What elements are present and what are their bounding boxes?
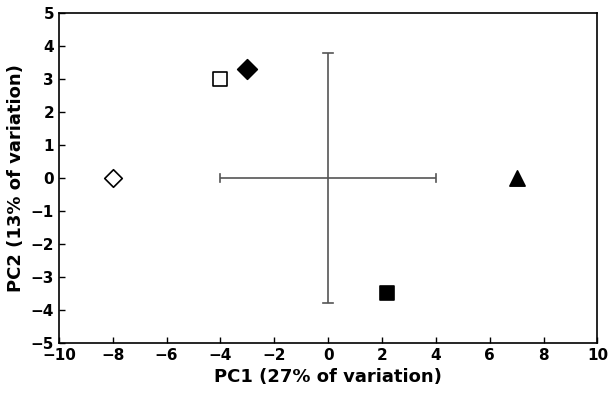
Point	[242, 66, 252, 72]
Point	[108, 174, 117, 181]
Point	[215, 76, 225, 82]
X-axis label: PC1 (27% of variation): PC1 (27% of variation)	[214, 368, 442, 386]
Point	[383, 290, 392, 296]
Point	[512, 174, 522, 181]
Y-axis label: PC2 (13% of variation): PC2 (13% of variation)	[7, 64, 25, 292]
